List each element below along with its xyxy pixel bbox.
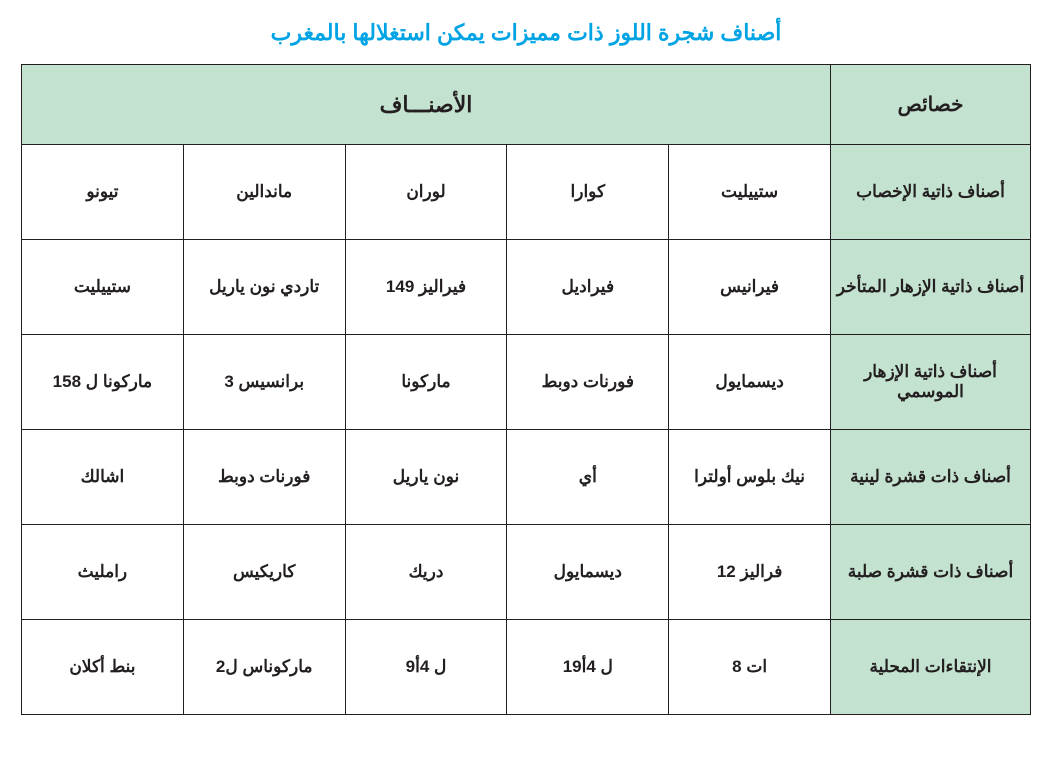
- table-row: أصناف ذاتية الإخصابستييليتكوارالورانماند…: [22, 145, 1031, 240]
- data-cell: لوران: [345, 145, 507, 240]
- data-cell: كوارا: [507, 145, 669, 240]
- data-cell: ستييليت: [22, 240, 184, 335]
- page-title: أصناف شجرة اللوز ذات مميزات يمكن استغلال…: [21, 20, 1031, 46]
- data-cell: ماندالين: [183, 145, 345, 240]
- data-cell: فورنات دوبط: [183, 430, 345, 525]
- property-cell: أصناف ذات قشرة صلبة: [831, 525, 1031, 620]
- data-cell: فيراديل: [507, 240, 669, 335]
- table-body: أصناف ذاتية الإخصابستييليتكوارالورانماند…: [22, 145, 1031, 715]
- data-cell: تيونو: [22, 145, 184, 240]
- table-row: أصناف ذات قشرة لينيةنيك بلوس أولتراأينون…: [22, 430, 1031, 525]
- data-cell: فيرانيس: [669, 240, 831, 335]
- property-cell: أصناف ذات قشرة لينية: [831, 430, 1031, 525]
- table-row: أصناف ذاتية الإزهار المتأخرفيرانيسفيرادي…: [22, 240, 1031, 335]
- data-cell: دريك: [345, 525, 507, 620]
- data-cell: ل 4أ19: [507, 620, 669, 715]
- data-cell: أي: [507, 430, 669, 525]
- data-cell: بنط أكلان: [22, 620, 184, 715]
- data-cell: ديسمايول: [507, 525, 669, 620]
- property-cell: أصناف ذاتية الإخصاب: [831, 145, 1031, 240]
- data-cell: فورنات دوبط: [507, 335, 669, 430]
- property-cell: أصناف ذاتية الإزهار المتأخر: [831, 240, 1031, 335]
- data-cell: ل 4أ9: [345, 620, 507, 715]
- data-cell: فيراليز 149: [345, 240, 507, 335]
- data-cell: ماركوناس ل2: [183, 620, 345, 715]
- property-cell: أصناف ذاتية الإزهار الموسمي: [831, 335, 1031, 430]
- data-cell: ديسمايول: [669, 335, 831, 430]
- data-cell: نون ياريل: [345, 430, 507, 525]
- table-row: أصناف ذاتية الإزهار الموسميديسمايولفورنا…: [22, 335, 1031, 430]
- table-container: أصناف شجرة اللوز ذات مميزات يمكن استغلال…: [21, 20, 1031, 715]
- data-cell: ماركونا: [345, 335, 507, 430]
- table-row: أصناف ذات قشرة صلبةفراليز 12ديسمايولدريك…: [22, 525, 1031, 620]
- data-cell: رامليث: [22, 525, 184, 620]
- data-cell: نيك بلوس أولترا: [669, 430, 831, 525]
- data-cell: ماركونا ل 158: [22, 335, 184, 430]
- header-row: خصائص الأصنـــاف: [22, 65, 1031, 145]
- table-row: الإنتقاءات المحليةات 8ل 4أ19ل 4أ9ماركونا…: [22, 620, 1031, 715]
- data-cell: تاردي نون ياريل: [183, 240, 345, 335]
- data-cell: اشالك: [22, 430, 184, 525]
- header-properties: خصائص: [831, 65, 1031, 145]
- data-cell: ستييليت: [669, 145, 831, 240]
- data-cell: ات 8: [669, 620, 831, 715]
- data-cell: فراليز 12: [669, 525, 831, 620]
- property-cell: الإنتقاءات المحلية: [831, 620, 1031, 715]
- header-varieties: الأصنـــاف: [22, 65, 831, 145]
- data-cell: كاريكيس: [183, 525, 345, 620]
- data-cell: برانسيس 3: [183, 335, 345, 430]
- varieties-table: خصائص الأصنـــاف أصناف ذاتية الإخصابستيي…: [21, 64, 1031, 715]
